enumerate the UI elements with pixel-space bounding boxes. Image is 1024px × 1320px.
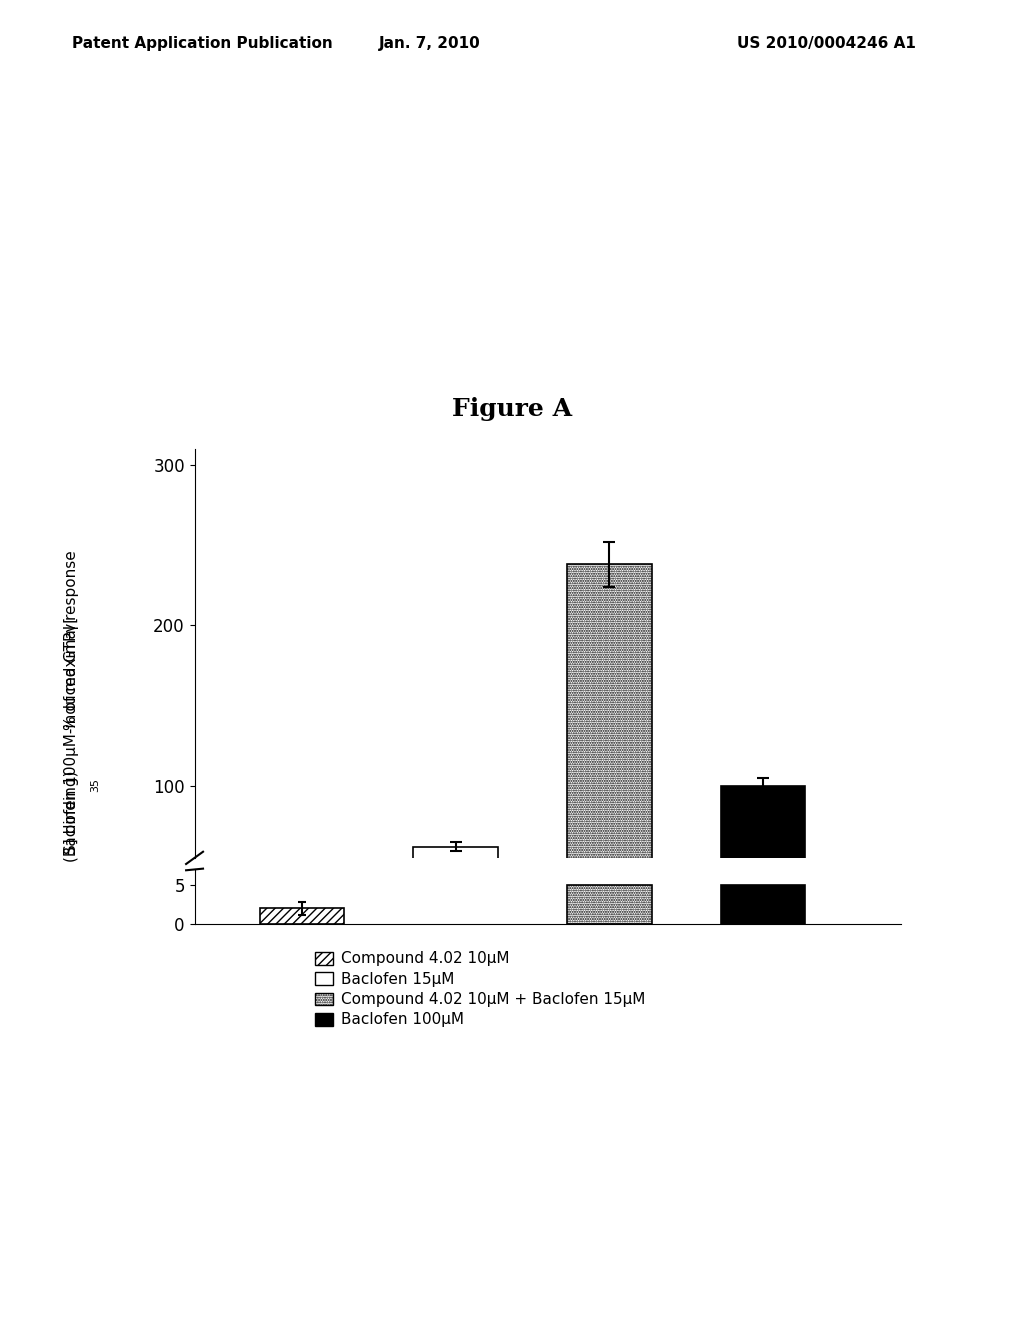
- Text: % of maximal response: % of maximal response: [65, 550, 79, 730]
- Bar: [567, 884, 651, 924]
- Text: (Baclofen 100μM-induced GTPγ[: (Baclofen 100μM-induced GTPγ[: [65, 616, 79, 862]
- Text: S] binding): S] binding): [65, 770, 79, 854]
- Text: Jan. 7, 2010: Jan. 7, 2010: [379, 36, 481, 50]
- Text: US 2010/0004246 A1: US 2010/0004246 A1: [737, 36, 916, 50]
- Bar: [721, 884, 805, 924]
- Bar: [721, 785, 805, 946]
- Text: Patent Application Publication: Patent Application Publication: [72, 36, 333, 50]
- Bar: [567, 565, 651, 946]
- Text: 35: 35: [90, 779, 100, 792]
- Legend: Compound 4.02 10μM, Baclofen 15μM, Compound 4.02 10μM + Baclofen 15μM, Baclofen : Compound 4.02 10μM, Baclofen 15μM, Compo…: [314, 952, 645, 1027]
- Bar: [414, 846, 498, 946]
- Text: Figure A: Figure A: [452, 397, 572, 421]
- Bar: [260, 908, 344, 924]
